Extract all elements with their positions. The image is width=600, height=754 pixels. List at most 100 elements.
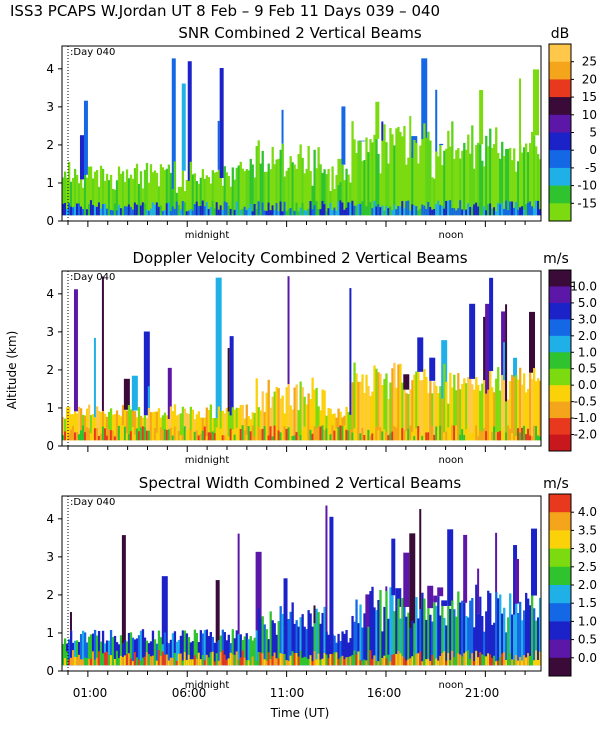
y-tick-label: 3 (46, 100, 54, 114)
echo-column (75, 413, 79, 441)
echo-column (539, 380, 542, 441)
echo-near-surface (251, 656, 254, 666)
echo-near-surface (465, 209, 468, 216)
echo-near-surface (127, 653, 131, 666)
echo-column (205, 407, 208, 441)
echo-column (213, 417, 216, 441)
echo-near-surface (161, 210, 165, 216)
echo-near-surface (333, 652, 336, 666)
echo-column (291, 162, 294, 216)
echo-column (305, 168, 308, 216)
echo-column (475, 377, 478, 441)
echo-column (303, 396, 306, 441)
echo-near-surface (387, 435, 390, 441)
echo-near-surface (133, 652, 137, 666)
echo-column (325, 631, 328, 666)
echo-near-surface (187, 654, 191, 666)
echo-column (237, 634, 240, 666)
echo-column (527, 152, 530, 216)
echo-column (261, 150, 264, 216)
echo-near-surface (255, 660, 258, 666)
echo-near-surface (385, 206, 388, 216)
echo-column (373, 134, 376, 216)
echo-column (307, 610, 310, 666)
echo-column (243, 418, 246, 441)
echo-near-surface (503, 652, 506, 666)
colorbar-label: -1.0 (574, 411, 597, 425)
echo-near-surface (64, 431, 67, 441)
echo-near-surface (347, 202, 350, 216)
echo-near-surface (473, 660, 476, 666)
echo-column (245, 169, 248, 216)
echo-near-surface (459, 200, 462, 216)
echo-column (291, 409, 294, 441)
echo-near-surface (321, 658, 324, 666)
echo-column (437, 596, 440, 666)
echo-column (415, 142, 418, 216)
midnight-label: midnight (185, 680, 230, 691)
echo-column (523, 373, 526, 441)
echo-column (231, 167, 234, 216)
echo-column (367, 385, 370, 441)
echo-column (445, 381, 448, 441)
echo-near-surface (219, 205, 222, 216)
echo-column (219, 178, 222, 216)
echo-column (295, 620, 298, 666)
echo-column (185, 180, 189, 216)
echo-near-surface (349, 202, 352, 216)
echo-near-surface (129, 431, 133, 441)
midnight-label: midnight (185, 455, 230, 466)
echo-near-surface (103, 652, 107, 666)
echo-column (109, 408, 113, 441)
echo-column (443, 363, 446, 441)
echo-column (517, 161, 520, 216)
echo-column (245, 404, 248, 441)
echo-near-surface (285, 211, 288, 216)
echo-column (123, 181, 127, 216)
echo-column (297, 154, 300, 216)
colorbar-label: 4.0 (578, 505, 597, 519)
echo-near-surface (395, 427, 398, 441)
colorbar-label: -2.0 (574, 428, 597, 442)
snr-panel-title: SNR Combined 2 Vertical Beams (178, 24, 421, 42)
echo-near-surface (119, 434, 123, 441)
echo-column (525, 592, 528, 666)
echo-column (393, 145, 396, 216)
echo-column (451, 387, 454, 441)
echo-near-surface (225, 659, 228, 666)
echo-near-surface (217, 209, 220, 216)
echo-column (195, 632, 199, 666)
echo-near-surface (325, 211, 328, 216)
echo-near-surface (313, 426, 316, 441)
echo-column (391, 368, 394, 441)
echo-near-surface (115, 433, 119, 441)
echo-column (273, 391, 276, 441)
echo-column (67, 161, 71, 216)
echo-near-surface (219, 428, 222, 441)
echo-near-surface (81, 659, 85, 666)
echo-near-surface (437, 660, 440, 666)
echo-near-surface (97, 436, 101, 441)
echo-column (287, 167, 290, 216)
echo-near-surface (499, 657, 502, 666)
echo-near-surface (189, 659, 193, 666)
echo-column (365, 137, 368, 216)
echo-column (121, 171, 125, 216)
echo-near-surface (469, 206, 472, 216)
echo-column (239, 405, 242, 441)
echo-near-surface (237, 211, 240, 216)
echo-near-surface (357, 651, 360, 666)
echo-column (195, 181, 199, 216)
echo-near-surface (517, 428, 520, 441)
echo-near-surface (511, 433, 514, 441)
echo-column (529, 605, 532, 666)
echo-near-surface (181, 434, 185, 441)
echo-column (377, 153, 380, 216)
echo-near-surface (75, 657, 79, 666)
echo-near-surface (421, 661, 424, 666)
echo-column (347, 411, 350, 441)
echo-near-surface (137, 211, 141, 216)
echo-column (495, 591, 498, 666)
echo-near-surface (233, 654, 236, 666)
echo-column (319, 164, 322, 216)
